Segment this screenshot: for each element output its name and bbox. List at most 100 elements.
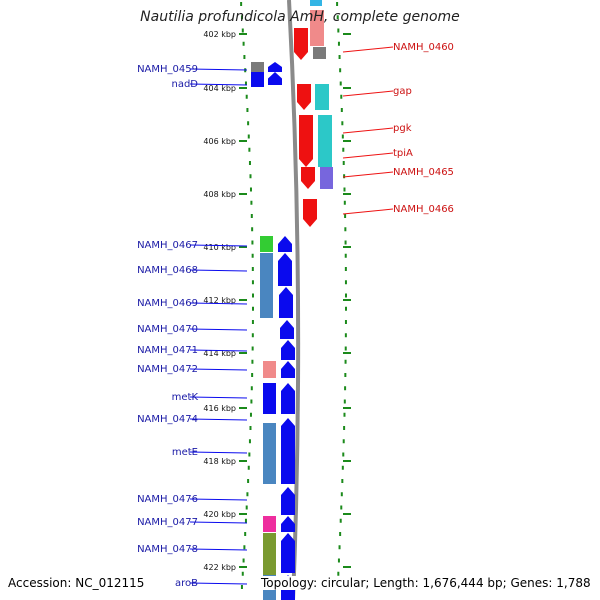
scale-dot [344, 227, 347, 232]
scale-tick: 402 kbp [203, 30, 351, 39]
scale-dot [248, 439, 251, 444]
scale-dot [343, 187, 346, 192]
leader-line [342, 208, 394, 215]
tick-mark [239, 246, 247, 248]
scale-dot [343, 426, 346, 430]
scale-dot [251, 253, 254, 258]
cog-block-namh0472 [263, 361, 276, 378]
scale-dot [246, 108, 249, 112]
scale-dot [342, 147, 345, 152]
leader-line [189, 548, 248, 551]
gene-name: NAMH_0472 [137, 364, 198, 375]
scale-tick: 412 kbp [203, 296, 351, 305]
scale-dot [337, 571, 340, 576]
scale-dot [341, 134, 344, 139]
scale-dot [240, 15, 243, 20]
gene-name: NAMH_0469 [137, 298, 198, 309]
scale-dot [344, 214, 347, 218]
map-title: Nautilia profundicola AmH, complete geno… [140, 9, 460, 25]
scale-dot [247, 134, 250, 139]
scale-dot [344, 359, 347, 364]
scale-dot [344, 293, 347, 298]
tick-label: 420 kbp [203, 510, 236, 519]
accession-text: Accession: NC_012115 [8, 576, 145, 590]
scale-dot [244, 81, 247, 86]
leader-line [342, 171, 394, 178]
scale-dot [341, 465, 344, 470]
gene-name: NAMH_0466 [393, 204, 454, 215]
reverse-gene-namh0460 [294, 28, 308, 60]
reverse-gene-label: pgk [342, 123, 412, 134]
scale-dot [337, 28, 340, 33]
cog-block-namh0477 [263, 516, 276, 532]
tick-label: 414 kbp [203, 349, 236, 358]
scale-tick: 418 kbp [203, 457, 351, 466]
leader-line [342, 152, 394, 159]
leader-line [189, 328, 248, 331]
scale-dot [248, 161, 251, 165]
forward-gene-namh0477 [281, 516, 295, 532]
scale-dot [243, 545, 246, 550]
scale-dot [342, 439, 345, 444]
gene-name: NAMH_0476 [137, 494, 198, 505]
scale-dot [251, 240, 254, 245]
scale-dot [251, 227, 254, 232]
scale-dot [337, 41, 340, 46]
forward-gene-label: NAMH_0476 [137, 494, 248, 505]
scale-dot [341, 479, 344, 483]
reverse-gene-pgk [299, 115, 313, 167]
leader-line [189, 418, 248, 421]
tick-label: 418 kbp [203, 457, 236, 466]
gene-labels: NAMH_0459 nadD NAMH_0467 NAMH_0468 NAMH_0469… [137, 42, 454, 589]
tick-mark [343, 513, 351, 515]
reverse-gene-label: NAMH_0466 [342, 204, 454, 215]
cog-block-gap [315, 84, 329, 110]
forward-gene-namh0467 [278, 236, 292, 252]
scale-dot [340, 108, 343, 112]
gene-name: NAMH_0465 [393, 167, 454, 178]
cog-block-nadD [251, 72, 264, 87]
cog-block-metK [263, 383, 276, 414]
forward-gene-label: NAMH_0471 [137, 345, 248, 356]
forward-gene-metE [281, 418, 295, 484]
scale-dot [339, 68, 342, 73]
leader-line [342, 127, 394, 134]
scale-dot [344, 267, 347, 271]
forward-gene-label: metE [172, 447, 248, 458]
forward-gene-namh0459 [268, 62, 282, 72]
tick-mark [239, 566, 247, 568]
scale-dot [340, 94, 343, 99]
gene-name: tpiA [393, 148, 413, 159]
tick-mark [343, 140, 351, 142]
scale-dot [248, 452, 251, 457]
scale-tick: 422 kbp [203, 563, 351, 572]
scale-dot [240, 2, 243, 6]
tick-label: 406 kbp [203, 137, 236, 146]
scale-dot [251, 306, 254, 311]
scale-dot [247, 121, 250, 126]
leader-line [342, 46, 394, 53]
scale-dot [339, 81, 342, 86]
tick-mark [343, 299, 351, 301]
gene-name: NAMH_0471 [137, 345, 198, 356]
gene-name: aroB [175, 578, 198, 589]
scale-dot [251, 280, 254, 285]
cog-block-pgk [318, 115, 332, 167]
outer-scale-track [336, 2, 347, 589]
gene-name: NAMH_0477 [137, 517, 198, 528]
gene-name: NAMH_0470 [137, 324, 198, 335]
forward-gene-namh0472 [281, 361, 295, 378]
forward-gene-label: NAMH_0474 [137, 414, 248, 425]
scale-dot [344, 333, 347, 338]
forward-gene-namh0471 [281, 340, 295, 360]
leader-line [189, 396, 248, 399]
scale-dot [251, 267, 254, 271]
scale-dot [340, 492, 343, 497]
scale-dot [249, 412, 252, 417]
tick-mark [343, 87, 351, 89]
tick-mark [239, 87, 247, 89]
tick-mark [343, 352, 351, 354]
leader-line [189, 451, 248, 454]
scale-dot [251, 333, 254, 338]
